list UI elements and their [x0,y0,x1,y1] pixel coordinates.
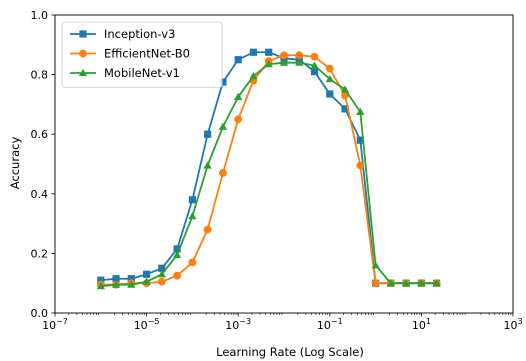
y-tick-label: 0.2 [31,247,49,260]
data-point [371,261,380,269]
data-point [203,225,212,234]
data-point [173,271,182,280]
y-tick-label: 1.0 [31,9,49,22]
axes: 10−7 10−5 10−3 10−1 101 103 0.0 0.2 0.4 0.6 0.8 1.0 [31,9,523,332]
data-point [356,107,365,115]
data-point [279,58,289,66]
legend-marker [79,49,87,58]
x-tick-label: 10−3 [225,317,251,332]
axes-frame [54,14,514,314]
data-point [173,245,181,253]
data-point [249,48,258,56]
data-point [310,52,319,61]
x-tick-label: 103 [503,317,522,332]
legend-marker [78,68,88,77]
data-point [295,51,304,60]
data-point [280,51,288,60]
x-axis-title: Learning Rate (Log Scale) [216,345,364,359]
data-point [295,58,304,66]
data-point [265,48,273,56]
series-layer [96,48,441,290]
data-point [188,196,196,204]
legend-box [61,21,223,88]
data-point [386,279,395,287]
legend-label: Inception-v3 [104,27,175,41]
data-point [401,279,411,287]
data-point [111,280,121,288]
data-point [325,74,334,83]
data-point [340,85,350,93]
data-point [325,64,334,73]
data-point [219,169,227,177]
y-tick-label: 0.4 [31,188,49,201]
data-point [371,279,380,288]
legend-label: MobileNet-v1 [104,66,180,80]
data-point [96,282,105,290]
data-point [234,56,242,64]
data-point [234,115,243,124]
data-point [188,258,197,267]
data-point [143,270,151,278]
data-point [157,277,166,286]
data-point [417,279,426,287]
data-point [158,264,166,272]
data-point [356,161,365,170]
data-point [432,279,441,287]
x-tick-label: 10−7 [42,317,68,332]
y-tick-label: 0.8 [31,69,49,82]
legend-label: EfficientNet-B0 [104,47,190,61]
data-point [356,136,364,144]
y-tick-label: 0.6 [31,128,49,141]
data-point [264,60,273,68]
data-point [234,92,243,101]
data-point [310,61,319,69]
data-point [204,130,212,138]
data-point [172,250,182,258]
data-point [142,277,151,285]
data-point [249,71,258,80]
data-point [218,122,228,130]
data-point [203,161,212,169]
data-point [219,78,227,86]
y-tick-label: 0.0 [31,307,49,320]
data-point [127,275,135,283]
x-tick-label: 10−5 [134,317,160,332]
data-point [326,90,334,98]
y-axis-title: Accuracy [8,137,22,190]
data-point [310,68,319,76]
data-point [157,270,166,278]
legend: Inception-v3 EfficientNet-B0 MobileNet-v1 [61,21,223,88]
data-point [341,105,349,113]
data-point [127,280,136,288]
x-tick-label: 10−1 [317,317,343,332]
legend-marker [79,30,87,38]
data-point [188,212,197,220]
x-tick-label: 101 [412,317,431,332]
data-point [97,276,105,284]
data-point [112,275,120,283]
